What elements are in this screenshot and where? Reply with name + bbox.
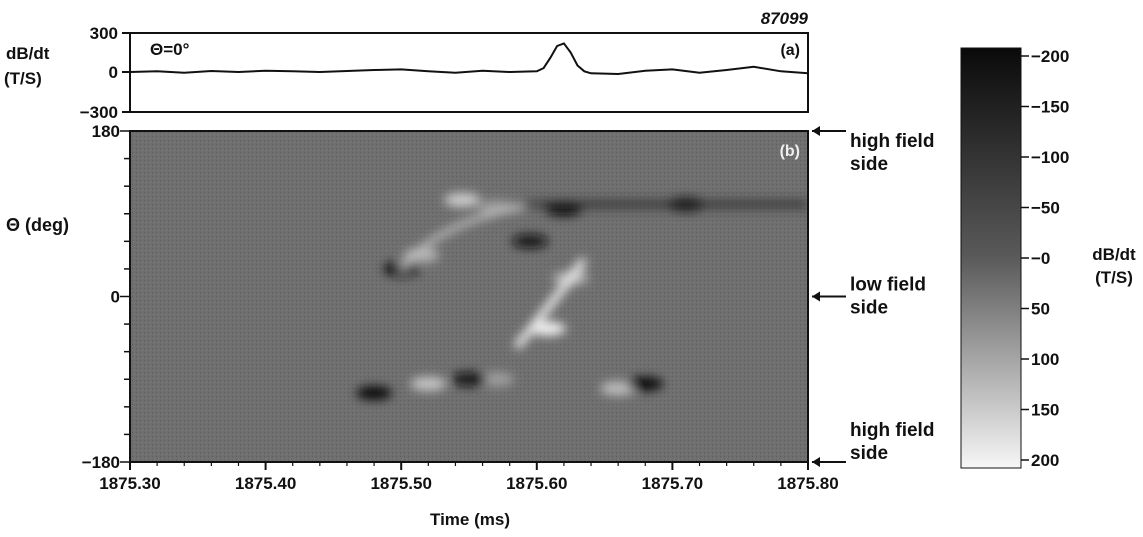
panel-b-xtick-label: 1875.70 xyxy=(642,474,703,493)
colorbar-tick-label: 150 xyxy=(1031,401,1059,420)
heatmap-feature xyxy=(410,376,447,391)
colorbar-tick-label: −0 xyxy=(1031,249,1050,268)
colorbar-tick-label: 50 xyxy=(1031,300,1050,319)
panel-b-xtick-label: 1875.50 xyxy=(370,474,431,493)
side-label-line1: low field xyxy=(850,275,926,296)
panel-a: 87099 dB/dt (T/S) 300 0 −300 Θ=0° (a) xyxy=(4,9,809,122)
panel-a-ytick-label: 0 xyxy=(109,63,118,82)
panel-a-ytick-label: −300 xyxy=(80,103,118,122)
heatmap-feature xyxy=(512,234,549,249)
panel-a-label: (a) xyxy=(780,42,800,59)
panel-b-xtick-label: 1875.30 xyxy=(99,474,160,493)
colorbar-tick-label: −50 xyxy=(1031,199,1060,218)
panel-b-xlabel: Time (ms) xyxy=(430,510,510,529)
heatmap-image xyxy=(130,131,808,462)
panel-a-annotation: Θ=0° xyxy=(150,40,190,59)
panel-b-xtick-label: 1875.40 xyxy=(235,474,296,493)
panel-b-ytick-label: 180 xyxy=(92,122,120,141)
side-label-line1: high field xyxy=(850,420,934,441)
panel-b-ytick-label: 0 xyxy=(111,288,120,307)
heatmap-streak xyxy=(398,201,538,271)
panel-b-xtick-label: 1875.60 xyxy=(506,474,567,493)
panel-b-ylabel: Θ (deg) xyxy=(6,215,69,235)
side-label-line1: high field xyxy=(850,131,934,152)
panel-b-xticks: 1875.30 1875.40 1875.50 1875.60 1875.70 1875.… xyxy=(99,462,839,493)
shot-number: 87099 xyxy=(761,9,809,28)
side-arrow-head xyxy=(812,126,820,136)
colorbar: −200 −150 −100 −50 −0 50 100 150 200 dB/dt (T/S) xyxy=(960,47,1136,470)
side-arrow-head xyxy=(812,457,820,467)
colorbar-label-line2: (T/S) xyxy=(1095,268,1133,287)
colorbar-tick-label: −100 xyxy=(1031,148,1069,167)
panel-a-ylabel-line1: dB/dt xyxy=(6,44,50,63)
heatmap-feature xyxy=(444,192,481,207)
panel-a-yticks: 300 0 −300 xyxy=(80,24,130,122)
heatmap-dark-band xyxy=(523,199,808,209)
colorbar-tick-label: −200 xyxy=(1031,47,1069,66)
heatmap-feature xyxy=(478,372,515,387)
side-label-line2: side xyxy=(850,298,888,319)
panel-b-xtick-label: 1875.80 xyxy=(777,474,838,493)
panel-b-label: (b) xyxy=(780,143,800,160)
colorbar-ticks: −200 −150 −100 −50 −0 50 100 150 200 xyxy=(1021,47,1069,470)
panel-b-yticks: 180 0 −180 xyxy=(82,122,130,472)
side-label-line2: side xyxy=(850,154,888,175)
panel-a-ytick-label: 300 xyxy=(90,24,118,43)
side-label-line2: side xyxy=(850,443,888,464)
colorbar-tick-label: 100 xyxy=(1031,350,1059,369)
colorbar-tick-label: −150 xyxy=(1031,98,1069,117)
heatmap-feature xyxy=(356,386,393,401)
colorbar-label-line1: dB/dt xyxy=(1092,245,1136,264)
panel-a-trace xyxy=(129,42,809,76)
heatmap-feature xyxy=(600,381,637,396)
colorbar-gradient xyxy=(960,47,1022,469)
panel-b-ytick-label: −180 xyxy=(82,453,120,472)
heatmap-feature xyxy=(627,376,664,391)
panel-a-ylabel-line2: (T/S) xyxy=(4,69,42,88)
heatmap-feature xyxy=(451,372,487,387)
side-arrow-head xyxy=(812,291,820,302)
heatmap-streak xyxy=(513,257,588,350)
colorbar-tick-label: 200 xyxy=(1031,451,1059,470)
